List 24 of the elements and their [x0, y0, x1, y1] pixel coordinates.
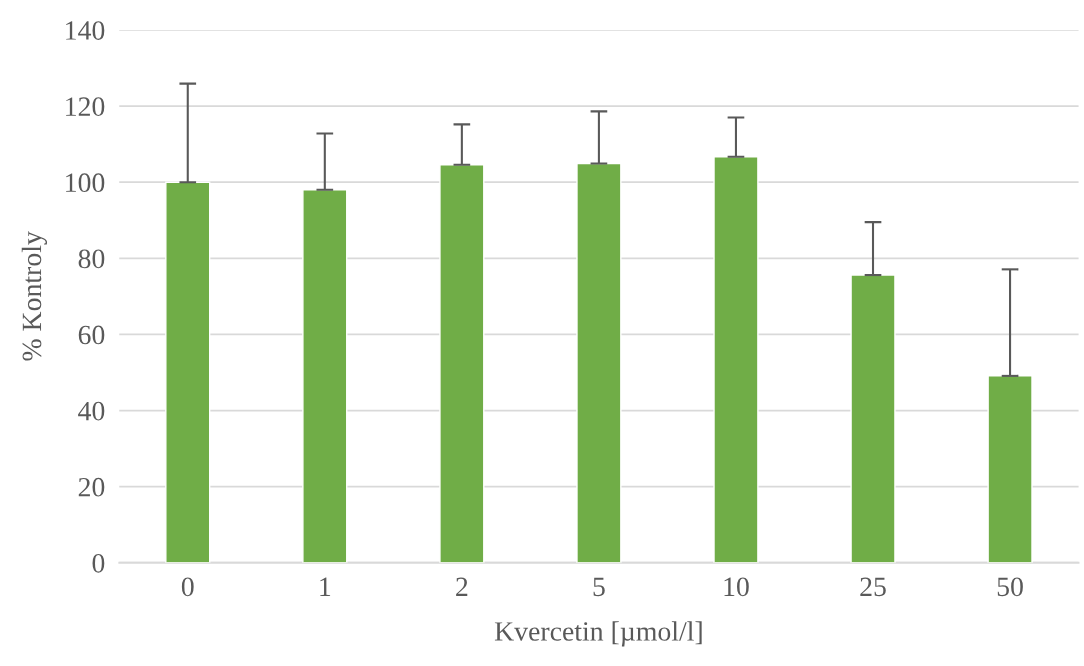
- x-tick-label: 0: [181, 577, 194, 597]
- x-tick-label: 25: [860, 577, 886, 597]
- y-tick-label: 100: [66, 173, 105, 193]
- y-tick-label: 40: [78, 401, 105, 421]
- y-tick-label: 60: [78, 325, 105, 345]
- y-axis-title: % Kontroly: [21, 231, 48, 361]
- y-tick-label: 20: [78, 477, 105, 497]
- x-tick-label: 5: [593, 577, 605, 597]
- x-tick-label: 2: [456, 577, 468, 596]
- x-axis-title: Kvercetin [µmol/l]: [494, 621, 702, 647]
- x-tick-label: 50: [997, 577, 1023, 597]
- y-tick-label: 0: [92, 553, 105, 573]
- x-tick-label: 1: [320, 577, 331, 596]
- x-tick-label: 10: [724, 577, 749, 597]
- bar: [987, 375, 1033, 563]
- bar: [576, 162, 622, 563]
- bar: [165, 181, 211, 563]
- bar: [850, 274, 896, 563]
- bar: [302, 189, 348, 563]
- y-tick-label: 120: [66, 97, 105, 116]
- bar: [713, 156, 759, 563]
- y-tick-label: 80: [78, 249, 105, 269]
- bar: [439, 163, 485, 563]
- y-tick-label: 140: [66, 21, 105, 40]
